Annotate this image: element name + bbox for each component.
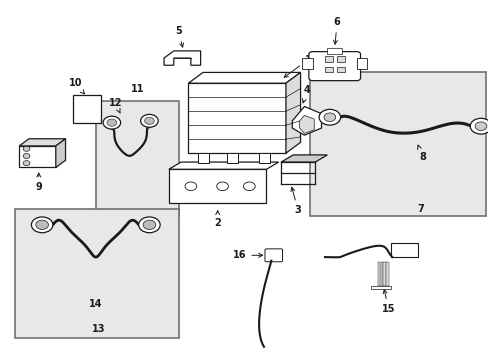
Text: 9: 9 bbox=[35, 173, 42, 192]
Text: 13: 13 bbox=[91, 324, 105, 334]
Circle shape bbox=[23, 161, 30, 166]
Bar bbox=[327, 48, 341, 54]
Bar bbox=[390, 243, 417, 257]
Bar bbox=[336, 67, 344, 72]
Circle shape bbox=[103, 116, 121, 129]
Bar bbox=[380, 262, 382, 286]
Circle shape bbox=[23, 146, 30, 151]
Circle shape bbox=[23, 153, 30, 158]
FancyBboxPatch shape bbox=[308, 51, 360, 81]
Bar bbox=[377, 262, 379, 286]
Circle shape bbox=[474, 122, 486, 131]
Text: 3: 3 bbox=[290, 187, 301, 216]
Circle shape bbox=[107, 119, 117, 126]
Bar bbox=[259, 153, 269, 163]
Text: 12: 12 bbox=[108, 98, 122, 113]
FancyBboxPatch shape bbox=[264, 249, 282, 262]
Circle shape bbox=[31, 217, 53, 233]
Polygon shape bbox=[188, 72, 300, 83]
Circle shape bbox=[324, 113, 335, 122]
Bar bbox=[198, 153, 208, 163]
Circle shape bbox=[469, 118, 488, 134]
Text: 14: 14 bbox=[89, 299, 102, 309]
Bar bbox=[325, 56, 332, 62]
Bar bbox=[386, 262, 388, 286]
Text: 8: 8 bbox=[417, 145, 425, 162]
Text: 7: 7 bbox=[417, 204, 424, 214]
Circle shape bbox=[144, 117, 154, 125]
Polygon shape bbox=[292, 107, 321, 135]
Bar bbox=[336, 56, 344, 62]
Circle shape bbox=[184, 182, 196, 190]
Bar bbox=[325, 67, 332, 72]
Text: 2: 2 bbox=[214, 211, 221, 228]
Circle shape bbox=[143, 220, 156, 229]
Circle shape bbox=[216, 182, 228, 190]
Polygon shape bbox=[281, 155, 327, 162]
Polygon shape bbox=[168, 162, 278, 169]
Bar bbox=[19, 146, 56, 167]
Circle shape bbox=[319, 109, 340, 125]
Polygon shape bbox=[163, 51, 200, 65]
Bar bbox=[188, 83, 285, 153]
Bar bbox=[73, 95, 101, 123]
Text: 16: 16 bbox=[232, 250, 262, 260]
Text: 4: 4 bbox=[302, 85, 310, 103]
Bar bbox=[356, 58, 366, 69]
Polygon shape bbox=[19, 139, 65, 146]
Polygon shape bbox=[299, 116, 314, 134]
Text: 11: 11 bbox=[130, 84, 143, 94]
Bar bbox=[96, 101, 178, 216]
Text: 15: 15 bbox=[381, 289, 394, 314]
Circle shape bbox=[139, 217, 160, 233]
Text: 1: 1 bbox=[284, 55, 311, 77]
Text: 10: 10 bbox=[68, 78, 84, 94]
Bar bbox=[302, 58, 312, 69]
Text: 6: 6 bbox=[333, 17, 340, 44]
Polygon shape bbox=[285, 72, 300, 153]
Bar bbox=[370, 286, 390, 289]
Polygon shape bbox=[56, 139, 65, 167]
Circle shape bbox=[141, 114, 158, 127]
Text: 5: 5 bbox=[175, 26, 183, 47]
Circle shape bbox=[243, 182, 255, 190]
Bar bbox=[383, 262, 385, 286]
Bar bbox=[15, 209, 178, 338]
Bar bbox=[227, 153, 238, 163]
Bar bbox=[168, 169, 266, 203]
Circle shape bbox=[36, 220, 48, 229]
Bar bbox=[310, 72, 485, 216]
